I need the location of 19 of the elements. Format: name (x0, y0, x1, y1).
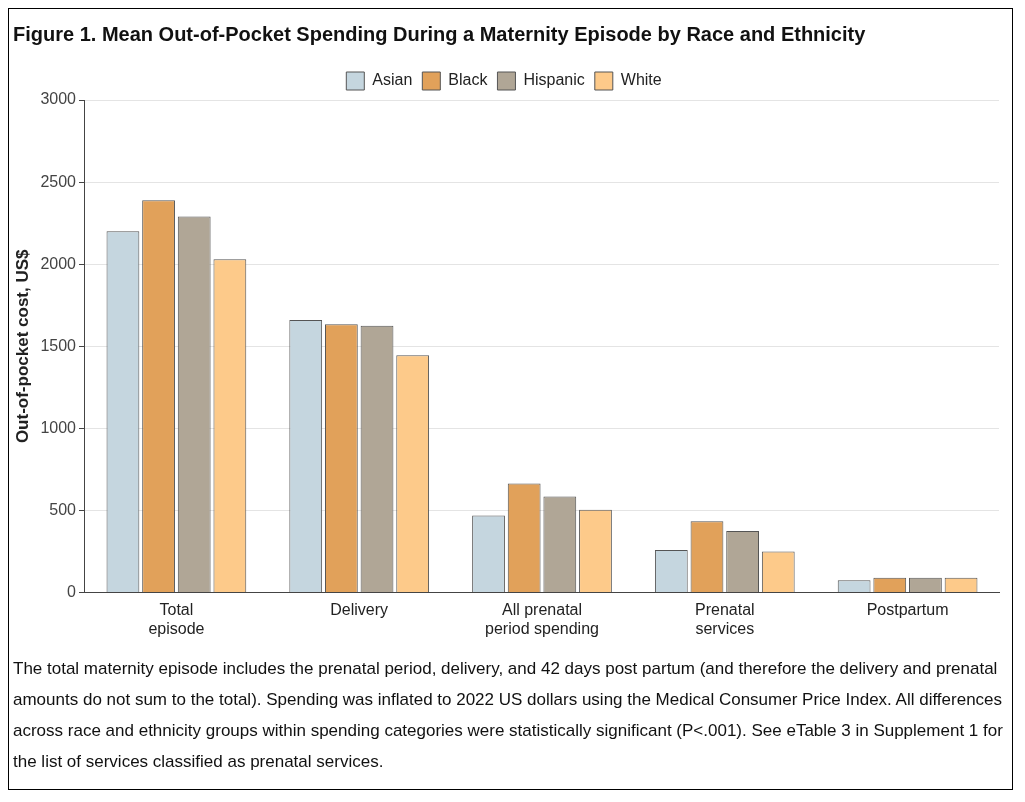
y-tick-label: 1000 (40, 418, 77, 436)
legend-label: Black (448, 71, 489, 89)
text: The total maternity episode includes the prenatal period, delivery, and 42 days post partum (and therefore the delivery and prenatal amounts do not sum to the total). Spending was inflated to 2022 US dollars using the Medical Consumer Price Index. All differences across race and ethnicity groups within spending categories were statistically significant (P<.001). See eTable 3 in Supplement 1 for the list of services classified as prenatal services. (12, 658, 1004, 773)
y-tick-label: 2000 (40, 254, 77, 272)
y-tick-label: 500 (49, 500, 77, 518)
legend-label: Hispanic (523, 71, 585, 89)
y-tick-label: 1500 (40, 336, 77, 354)
chart-title: Figure 1. Mean Out-of-Pocket Spending During a Maternity Episode by Race and Ethnicity (12, 22, 867, 47)
legend-label: Asian (372, 71, 413, 89)
x-tick-label: All prenatal period spending (485, 600, 599, 637)
y-tick-label: 2500 (40, 172, 77, 190)
x-tick-label: Postpartum (866, 600, 949, 618)
y-axis-title: Out-of-pocket cost, US$ (12, 248, 32, 444)
x-tick-label: Delivery (330, 600, 389, 618)
y-tick-label: 0 (67, 583, 77, 601)
x-tick-label: Prenatal services (695, 600, 755, 637)
legend-label: White (620, 71, 662, 89)
x-tick-label: Total episode (148, 600, 205, 637)
y-tick-label: 3000 (40, 90, 77, 108)
